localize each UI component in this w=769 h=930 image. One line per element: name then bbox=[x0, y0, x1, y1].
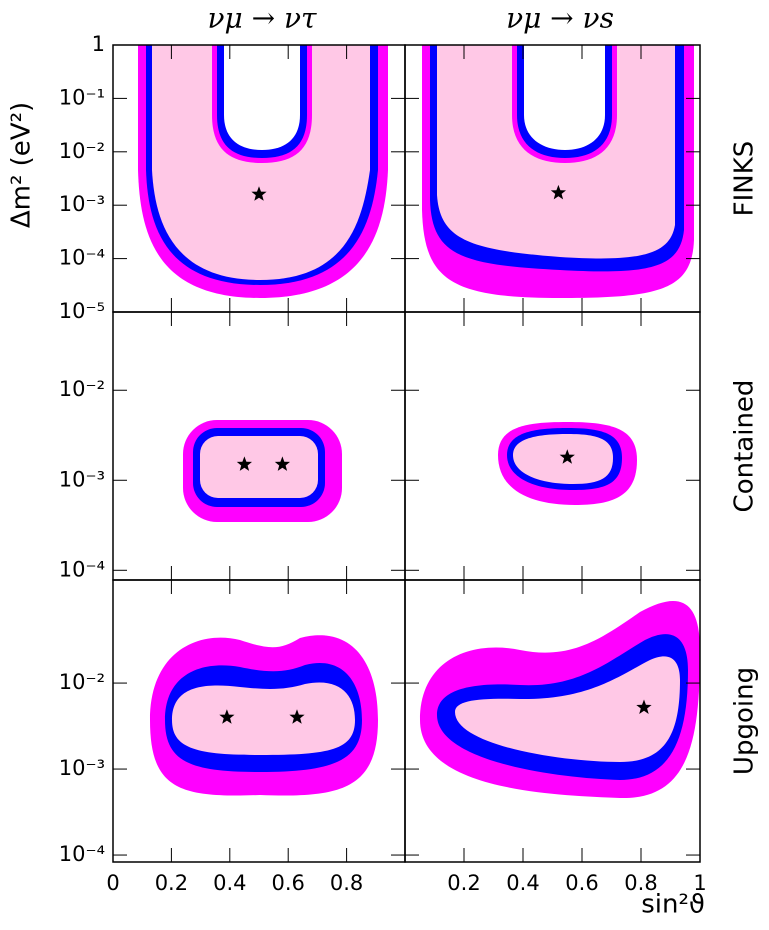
y-tick-label: 10⁻³ bbox=[59, 467, 105, 491]
panel-frame bbox=[404, 579, 701, 863]
best-fit-marker bbox=[550, 184, 566, 200]
column-title: νμ → ντ bbox=[208, 2, 318, 35]
y-tick-label: 10⁻³ bbox=[59, 756, 105, 780]
x-tick-label: 0.8 bbox=[624, 871, 657, 895]
row-label: FINKS bbox=[730, 141, 760, 217]
column-title: νμ → νs bbox=[506, 2, 614, 35]
x-tick-label: 0.2 bbox=[155, 871, 188, 895]
contour-finks-sterile bbox=[422, 45, 694, 298]
y-tick-label: 1 bbox=[92, 32, 105, 56]
contour-upgoing-tau bbox=[150, 635, 378, 796]
y-tick-label: 10⁻⁴ bbox=[59, 246, 105, 270]
x-tick-label: 0.4 bbox=[506, 871, 539, 895]
best-fit-marker bbox=[251, 186, 267, 201]
x-tick-label: 0.8 bbox=[330, 871, 363, 895]
contours bbox=[138, 45, 700, 799]
best-fit-marker bbox=[559, 449, 575, 464]
y-tick-label: 10⁻⁵ bbox=[59, 299, 105, 323]
best-fit-marker bbox=[219, 709, 235, 724]
best-fit-marker bbox=[236, 456, 252, 471]
y-tick-label: 10⁻⁴ bbox=[59, 557, 105, 581]
x-tick-label: 0 bbox=[106, 871, 119, 895]
contour-finks-tau bbox=[138, 45, 388, 298]
row-label: Contained bbox=[730, 380, 760, 513]
y-tick-label: 10⁻⁴ bbox=[59, 842, 105, 866]
y-tick-label: 10⁻³ bbox=[59, 192, 105, 216]
y-tick-label: 10⁻² bbox=[59, 670, 105, 694]
row-label: Upgoing bbox=[730, 667, 760, 775]
x-tick-label: 0.4 bbox=[213, 871, 246, 895]
x-tick-label: 0.6 bbox=[271, 871, 304, 895]
best-fit-marker bbox=[636, 699, 652, 714]
contour-contained-tau bbox=[183, 420, 342, 522]
contour-contained-sterile bbox=[498, 422, 637, 505]
y-axis-label: Δm² (eV²) bbox=[7, 102, 37, 228]
y-tick-label: 10⁻² bbox=[59, 139, 105, 163]
y-tick-label: 10⁻² bbox=[59, 377, 105, 401]
best-fit-marker bbox=[274, 456, 290, 471]
x-axis-label: sin²ϑ bbox=[641, 890, 705, 920]
x-tick-label: 1 bbox=[693, 871, 706, 895]
x-tick-label: 0.6 bbox=[565, 871, 598, 895]
y-tick-label: 10⁻¹ bbox=[59, 85, 105, 109]
x-tick-label: 0.2 bbox=[447, 871, 480, 895]
best-fit-marker bbox=[289, 709, 305, 724]
contour-upgoing-sterile bbox=[420, 600, 700, 799]
